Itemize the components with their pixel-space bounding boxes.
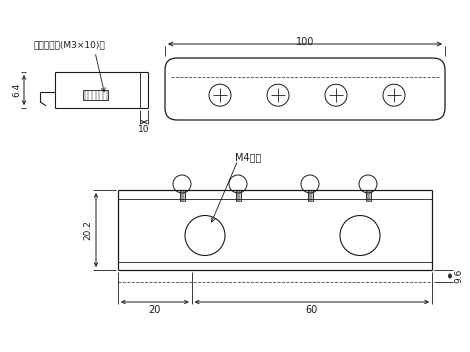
Bar (83, 90, 108, 100)
Text: 60: 60 (306, 305, 318, 315)
Text: M4サラ: M4サラ (235, 152, 261, 162)
Circle shape (301, 175, 319, 193)
Text: 9.6: 9.6 (454, 269, 463, 283)
Text: 6.4: 6.4 (12, 83, 21, 97)
Circle shape (229, 175, 247, 193)
Circle shape (173, 175, 191, 193)
Circle shape (359, 175, 377, 193)
Text: 100: 100 (296, 37, 314, 47)
Text: 20.2: 20.2 (83, 220, 92, 240)
Text: 20: 20 (149, 305, 161, 315)
Text: なべ小ネジ(M3×10)付: なべ小ネジ(M3×10)付 (33, 40, 105, 49)
Text: 10: 10 (138, 125, 150, 134)
